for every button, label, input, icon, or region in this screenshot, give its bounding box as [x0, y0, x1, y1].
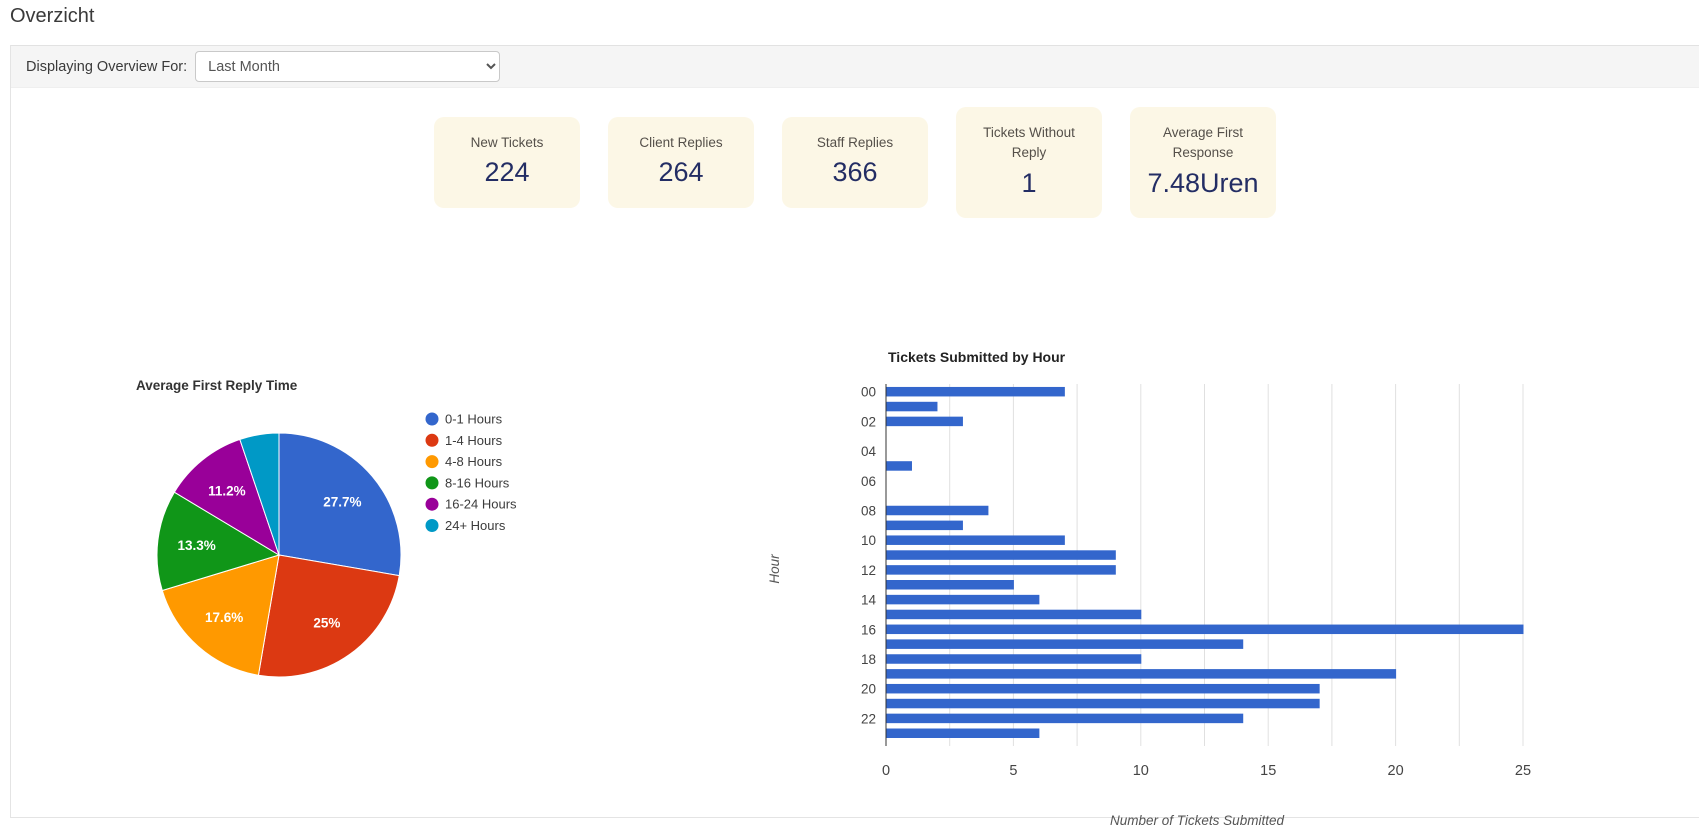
stats-row: New Tickets 224 Client Replies 264 Staff Rep…	[434, 107, 1276, 218]
bar-hour-02	[887, 417, 963, 427]
bar-ytick-label: 02	[861, 414, 876, 429]
bar-hour-01	[887, 402, 938, 412]
bar-hour-19	[887, 669, 1397, 679]
bar-hour-05	[887, 461, 912, 471]
bar-hour-09	[887, 521, 963, 531]
stat-label: New Tickets	[444, 133, 570, 153]
bar-hour-18	[887, 654, 1142, 664]
bar-xtick-label: 0	[882, 763, 890, 779]
bar-hour-10	[887, 535, 1065, 545]
bar-hour-23	[887, 729, 1040, 739]
bar-ytick-label: 22	[861, 711, 876, 726]
bar-ytick-label: 14	[861, 593, 877, 608]
bar-hour-21	[887, 699, 1320, 709]
stat-value: 264	[618, 156, 744, 190]
stat-card: New Tickets 224	[434, 117, 580, 208]
stat-label: Client Replies	[618, 133, 744, 153]
stat-card: Staff Replies 366	[782, 117, 928, 208]
bar-chart-tickets-by-hour: Tickets Submitted by Hour 00 02 04 06 08 10 12 1…	[701, 315, 1581, 835]
bar-xtick-label: 25	[1515, 763, 1531, 779]
legend-label: 8-16 Hours	[445, 475, 510, 490]
bar-hour-14	[887, 595, 1040, 605]
legend-swatch	[426, 498, 439, 511]
bar-xtick-label: 5	[1009, 763, 1017, 779]
bar-hour-00	[887, 387, 1065, 397]
legend-swatch	[426, 455, 439, 468]
overview-panel: Displaying Overview For: Last Month New …	[10, 45, 1699, 818]
stat-label: Staff Replies	[792, 133, 918, 153]
pie-slice-label: 25%	[313, 616, 340, 631]
stat-value: 1	[966, 167, 1092, 201]
bar-ytick-label: 12	[861, 563, 876, 578]
overview-period-select[interactable]: Last Month	[195, 51, 500, 82]
bar-ytick-label: 18	[861, 652, 876, 667]
legend-swatch	[426, 519, 439, 532]
legend-label: 4-8 Hours	[445, 454, 503, 469]
stat-label: Average First Response	[1140, 123, 1266, 164]
bar-ytick-label: 16	[861, 622, 876, 637]
legend-swatch	[426, 476, 439, 489]
pie-chart-title: Average First Reply Time	[136, 378, 298, 393]
legend-label: 0-1 Hours	[445, 412, 503, 427]
page-title: Overzicht	[10, 5, 94, 28]
pie-slice-label: 17.6%	[205, 610, 243, 625]
pie-slice-label: 11.2%	[208, 483, 246, 498]
legend-label: 1-4 Hours	[445, 433, 503, 448]
bar-ytick-label: 00	[861, 385, 876, 400]
bar-hour-11	[887, 550, 1116, 560]
pie-chart-average-first-reply-time: Average First Reply Time 27.7% 25% 17.6% 13.…	[111, 300, 611, 700]
bar-hour-16	[887, 625, 1524, 635]
bar-hour-13	[887, 580, 1014, 590]
bar-hour-08	[887, 506, 989, 516]
pie-slice-label: 13.3%	[178, 538, 216, 553]
bar-xtick-label: 15	[1260, 763, 1276, 779]
bar-ytick-label: 20	[861, 682, 876, 697]
pie-slice-label: 27.7%	[323, 495, 361, 510]
bar-xtick-label: 20	[1388, 763, 1404, 779]
bar-hour-20	[887, 684, 1320, 694]
bar-hour-17	[887, 639, 1244, 649]
stat-card: Client Replies 264	[608, 117, 754, 208]
stat-value: 224	[444, 156, 570, 190]
legend-swatch	[426, 434, 439, 447]
bar-ytick-label: 08	[861, 504, 876, 519]
filter-bar: Displaying Overview For: Last Month	[11, 45, 1699, 88]
bar-yaxis-title: Hour	[767, 554, 782, 584]
bar-hour-15	[887, 610, 1142, 620]
bar-xtick-label: 10	[1133, 763, 1149, 779]
legend-label: 24+ Hours	[445, 518, 506, 533]
legend-label: 16-24 Hours	[445, 497, 517, 512]
legend-swatch	[426, 413, 439, 426]
bar-chart-title: Tickets Submitted by Hour	[888, 349, 1066, 365]
bar-ytick-label: 06	[861, 474, 876, 489]
bar-hour-22	[887, 714, 1244, 724]
stat-value: 366	[792, 156, 918, 190]
filter-label: Displaying Overview For:	[26, 59, 187, 75]
bar-ytick-label: 10	[861, 533, 876, 548]
stat-label: Tickets Without Reply	[966, 123, 1092, 164]
stat-value: 7.48Uren	[1140, 167, 1266, 201]
bar-ytick-label: 04	[861, 444, 877, 459]
bar-hour-12	[887, 565, 1116, 575]
